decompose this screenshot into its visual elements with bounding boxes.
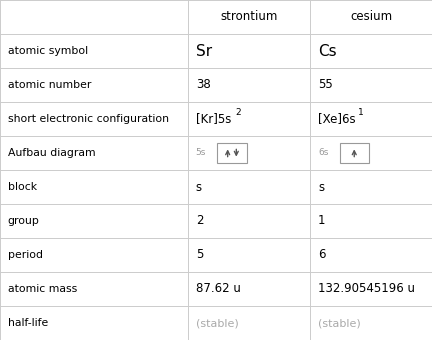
Text: Cs: Cs	[318, 44, 337, 58]
Text: half-life: half-life	[8, 318, 48, 328]
Text: 6s: 6s	[318, 149, 328, 157]
Text: s: s	[196, 181, 202, 193]
Text: Sr: Sr	[196, 44, 212, 58]
Text: period: period	[8, 250, 43, 260]
Text: 5s: 5s	[196, 149, 206, 157]
Text: s: s	[318, 181, 324, 193]
Text: 1: 1	[358, 108, 363, 117]
Text: 2: 2	[196, 215, 203, 227]
Text: atomic number: atomic number	[8, 80, 91, 90]
Text: 2: 2	[235, 108, 241, 117]
Text: 1: 1	[318, 215, 325, 227]
Text: 38: 38	[196, 79, 210, 91]
Text: short electronic configuration: short electronic configuration	[8, 114, 169, 124]
Bar	[217, 143, 247, 163]
Text: atomic symbol: atomic symbol	[8, 46, 88, 56]
Text: 87.62 u: 87.62 u	[196, 283, 241, 295]
Text: (stable): (stable)	[318, 318, 361, 328]
Bar	[340, 143, 369, 163]
Text: 5: 5	[196, 249, 203, 261]
Text: [Xe]6s: [Xe]6s	[318, 113, 356, 125]
Text: Aufbau diagram: Aufbau diagram	[8, 148, 95, 158]
Text: 6: 6	[318, 249, 325, 261]
Text: strontium: strontium	[220, 11, 278, 23]
Text: (stable): (stable)	[196, 318, 238, 328]
Text: 132.90545196 u: 132.90545196 u	[318, 283, 415, 295]
Text: cesium: cesium	[350, 11, 392, 23]
Text: 55: 55	[318, 79, 333, 91]
Text: block: block	[8, 182, 37, 192]
Text: atomic mass: atomic mass	[8, 284, 77, 294]
Text: [Kr]5s: [Kr]5s	[196, 113, 231, 125]
Text: group: group	[8, 216, 40, 226]
